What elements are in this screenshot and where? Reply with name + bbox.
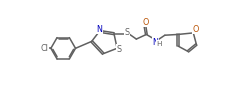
Text: N: N [97, 25, 102, 34]
Text: O: O [142, 18, 149, 27]
Text: N: N [153, 38, 159, 47]
Text: Cl: Cl [40, 44, 48, 53]
Text: H: H [157, 41, 162, 47]
Text: S: S [117, 45, 122, 54]
Text: O: O [192, 25, 199, 34]
Text: S: S [125, 28, 130, 37]
